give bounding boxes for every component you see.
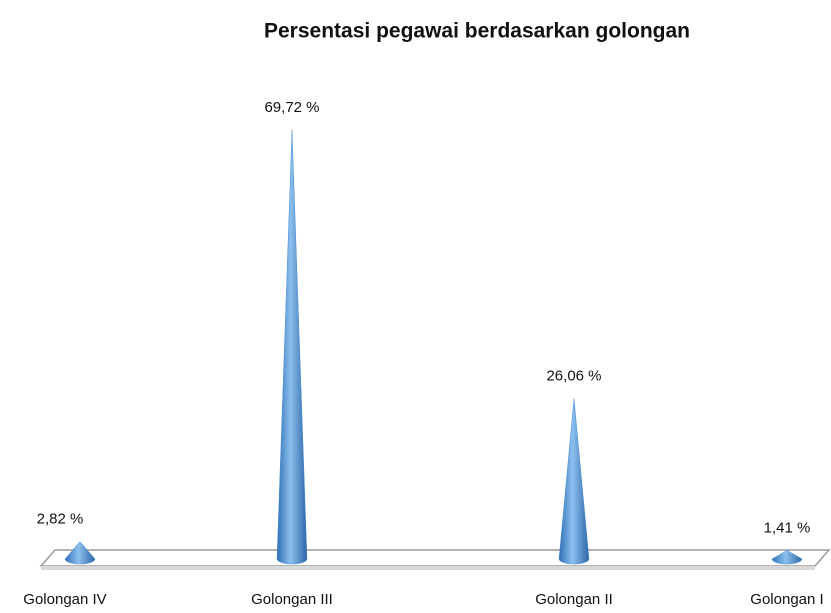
floor-edge <box>41 566 815 570</box>
chart-title: Persentasi pegawai berdasarkan golongan <box>264 20 690 43</box>
x-tick-label: Golongan II <box>535 591 613 608</box>
x-tick-label: Golongan IV <box>23 591 106 608</box>
floor <box>39 549 831 567</box>
x-tick-label: Golongan I <box>750 591 823 608</box>
cone <box>558 398 590 565</box>
data-label: 26,06 % <box>546 368 601 385</box>
data-label: 69,72 % <box>264 99 319 116</box>
cone <box>64 541 96 565</box>
data-label: 2,82 % <box>37 511 84 528</box>
x-tick-label: Golongan III <box>251 591 333 608</box>
cone <box>771 550 803 565</box>
cone <box>276 129 308 565</box>
data-label: 1,41 % <box>764 519 811 536</box>
